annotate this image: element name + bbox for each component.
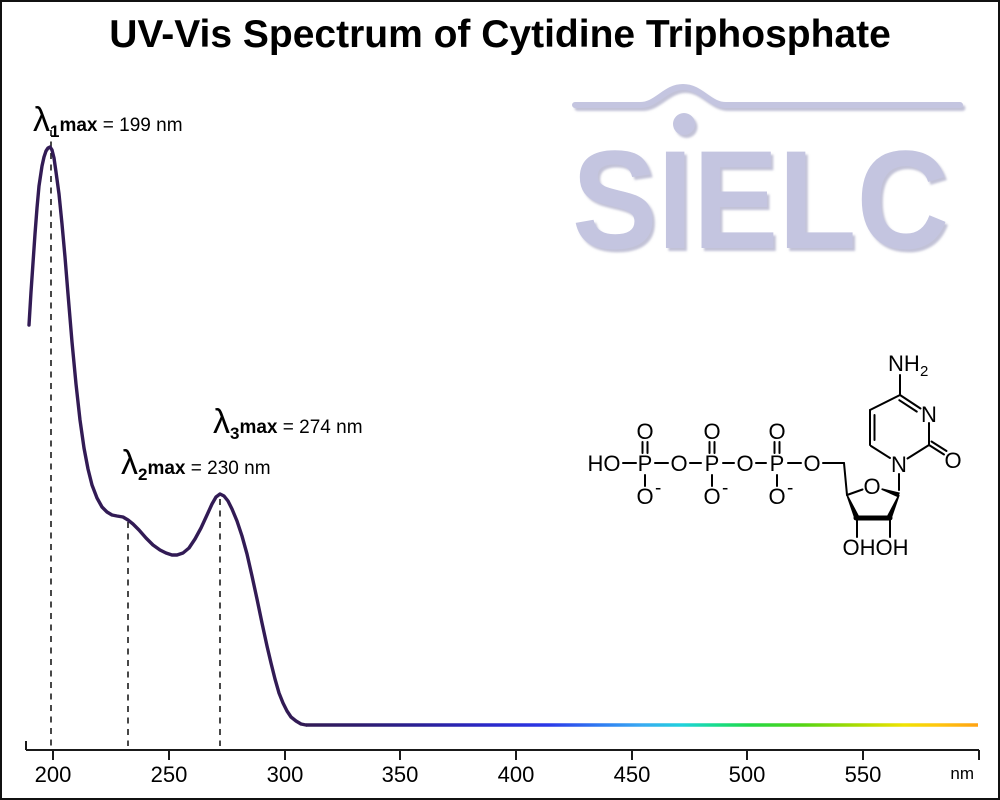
atom-o: O — [944, 448, 961, 473]
peak-value: = 230 nm — [185, 458, 271, 479]
atom-o: O — [736, 451, 753, 476]
atom-o: O — [636, 419, 653, 444]
x-axis-unit-label: nm — [950, 764, 974, 783]
atom-o: O — [636, 484, 653, 509]
lambda-subscript: 1 — [50, 122, 60, 141]
atom-oh: OH — [876, 535, 909, 560]
logo-i-dot — [673, 113, 695, 135]
wedge-bond — [886, 494, 900, 520]
tick-label-300: 300 — [267, 762, 304, 787]
atom-n: N — [921, 402, 937, 427]
charge-minus: - — [787, 478, 793, 499]
page-title: UV-Vis Spectrum of Cytidine Triphosphate — [109, 13, 891, 56]
tick-label-250: 250 — [151, 762, 188, 787]
atom-o: O — [703, 419, 720, 444]
x-axis-ticks — [52, 750, 864, 760]
wedge-bond — [881, 488, 900, 498]
lambda-symbol: λ — [33, 101, 50, 139]
atom-ho: HO — [588, 451, 621, 476]
atom-n: N — [891, 452, 907, 477]
max-label: max — [239, 417, 278, 438]
charge-minus: - — [655, 478, 661, 499]
atom-p: P — [638, 451, 653, 476]
tick-label-200: 200 — [35, 762, 72, 787]
atom-o: O — [803, 451, 820, 476]
ctp-structure: HO P P P O O O O O O O O O O N N O OH OH… — [588, 351, 962, 560]
atom-o: O — [703, 484, 720, 509]
lambda-symbol: λ — [213, 403, 230, 441]
tick-label-350: 350 — [382, 762, 419, 787]
atom-oh: OH — [843, 535, 876, 560]
logo-text: SIELC — [572, 121, 949, 255]
atom-nh: NH — [888, 351, 920, 376]
atom-o: O — [670, 451, 687, 476]
wedge-bond — [846, 494, 860, 520]
atom-o: O — [768, 419, 785, 444]
atom-o: O — [768, 484, 785, 509]
x-axis-tick-labels: 200 250 300 350 400 450 500 550 — [35, 762, 882, 787]
atom-p: P — [705, 451, 720, 476]
max-label: max — [59, 115, 98, 136]
atom-nh2-subscript: 2 — [920, 363, 928, 380]
absorbance-curve — [27, 145, 308, 727]
sielc-logo: SIELC — [572, 83, 963, 255]
lambda-symbol: λ — [121, 444, 138, 482]
lambda-subscript: 2 — [138, 465, 148, 484]
lambda-subscript: 3 — [230, 424, 240, 443]
max-label: max — [147, 458, 186, 479]
annotation-lambda2: λ2max = 230 nm — [121, 446, 271, 492]
tick-label-500: 500 — [729, 762, 766, 787]
atom-p: P — [770, 451, 785, 476]
tick-label-450: 450 — [614, 762, 651, 787]
atom-o: O — [863, 474, 880, 499]
tick-label-400: 400 — [498, 762, 535, 787]
annotation-lambda1: λ1max = 199 nm — [33, 103, 183, 149]
peak-value: = 199 nm — [97, 115, 183, 136]
tick-label-550: 550 — [845, 762, 882, 787]
charge-minus: - — [722, 478, 728, 499]
peak-value: = 274 nm — [277, 417, 363, 438]
annotation-lambda3: λ3max = 274 nm — [213, 405, 363, 451]
logo-chromatogram-line — [572, 83, 963, 108]
